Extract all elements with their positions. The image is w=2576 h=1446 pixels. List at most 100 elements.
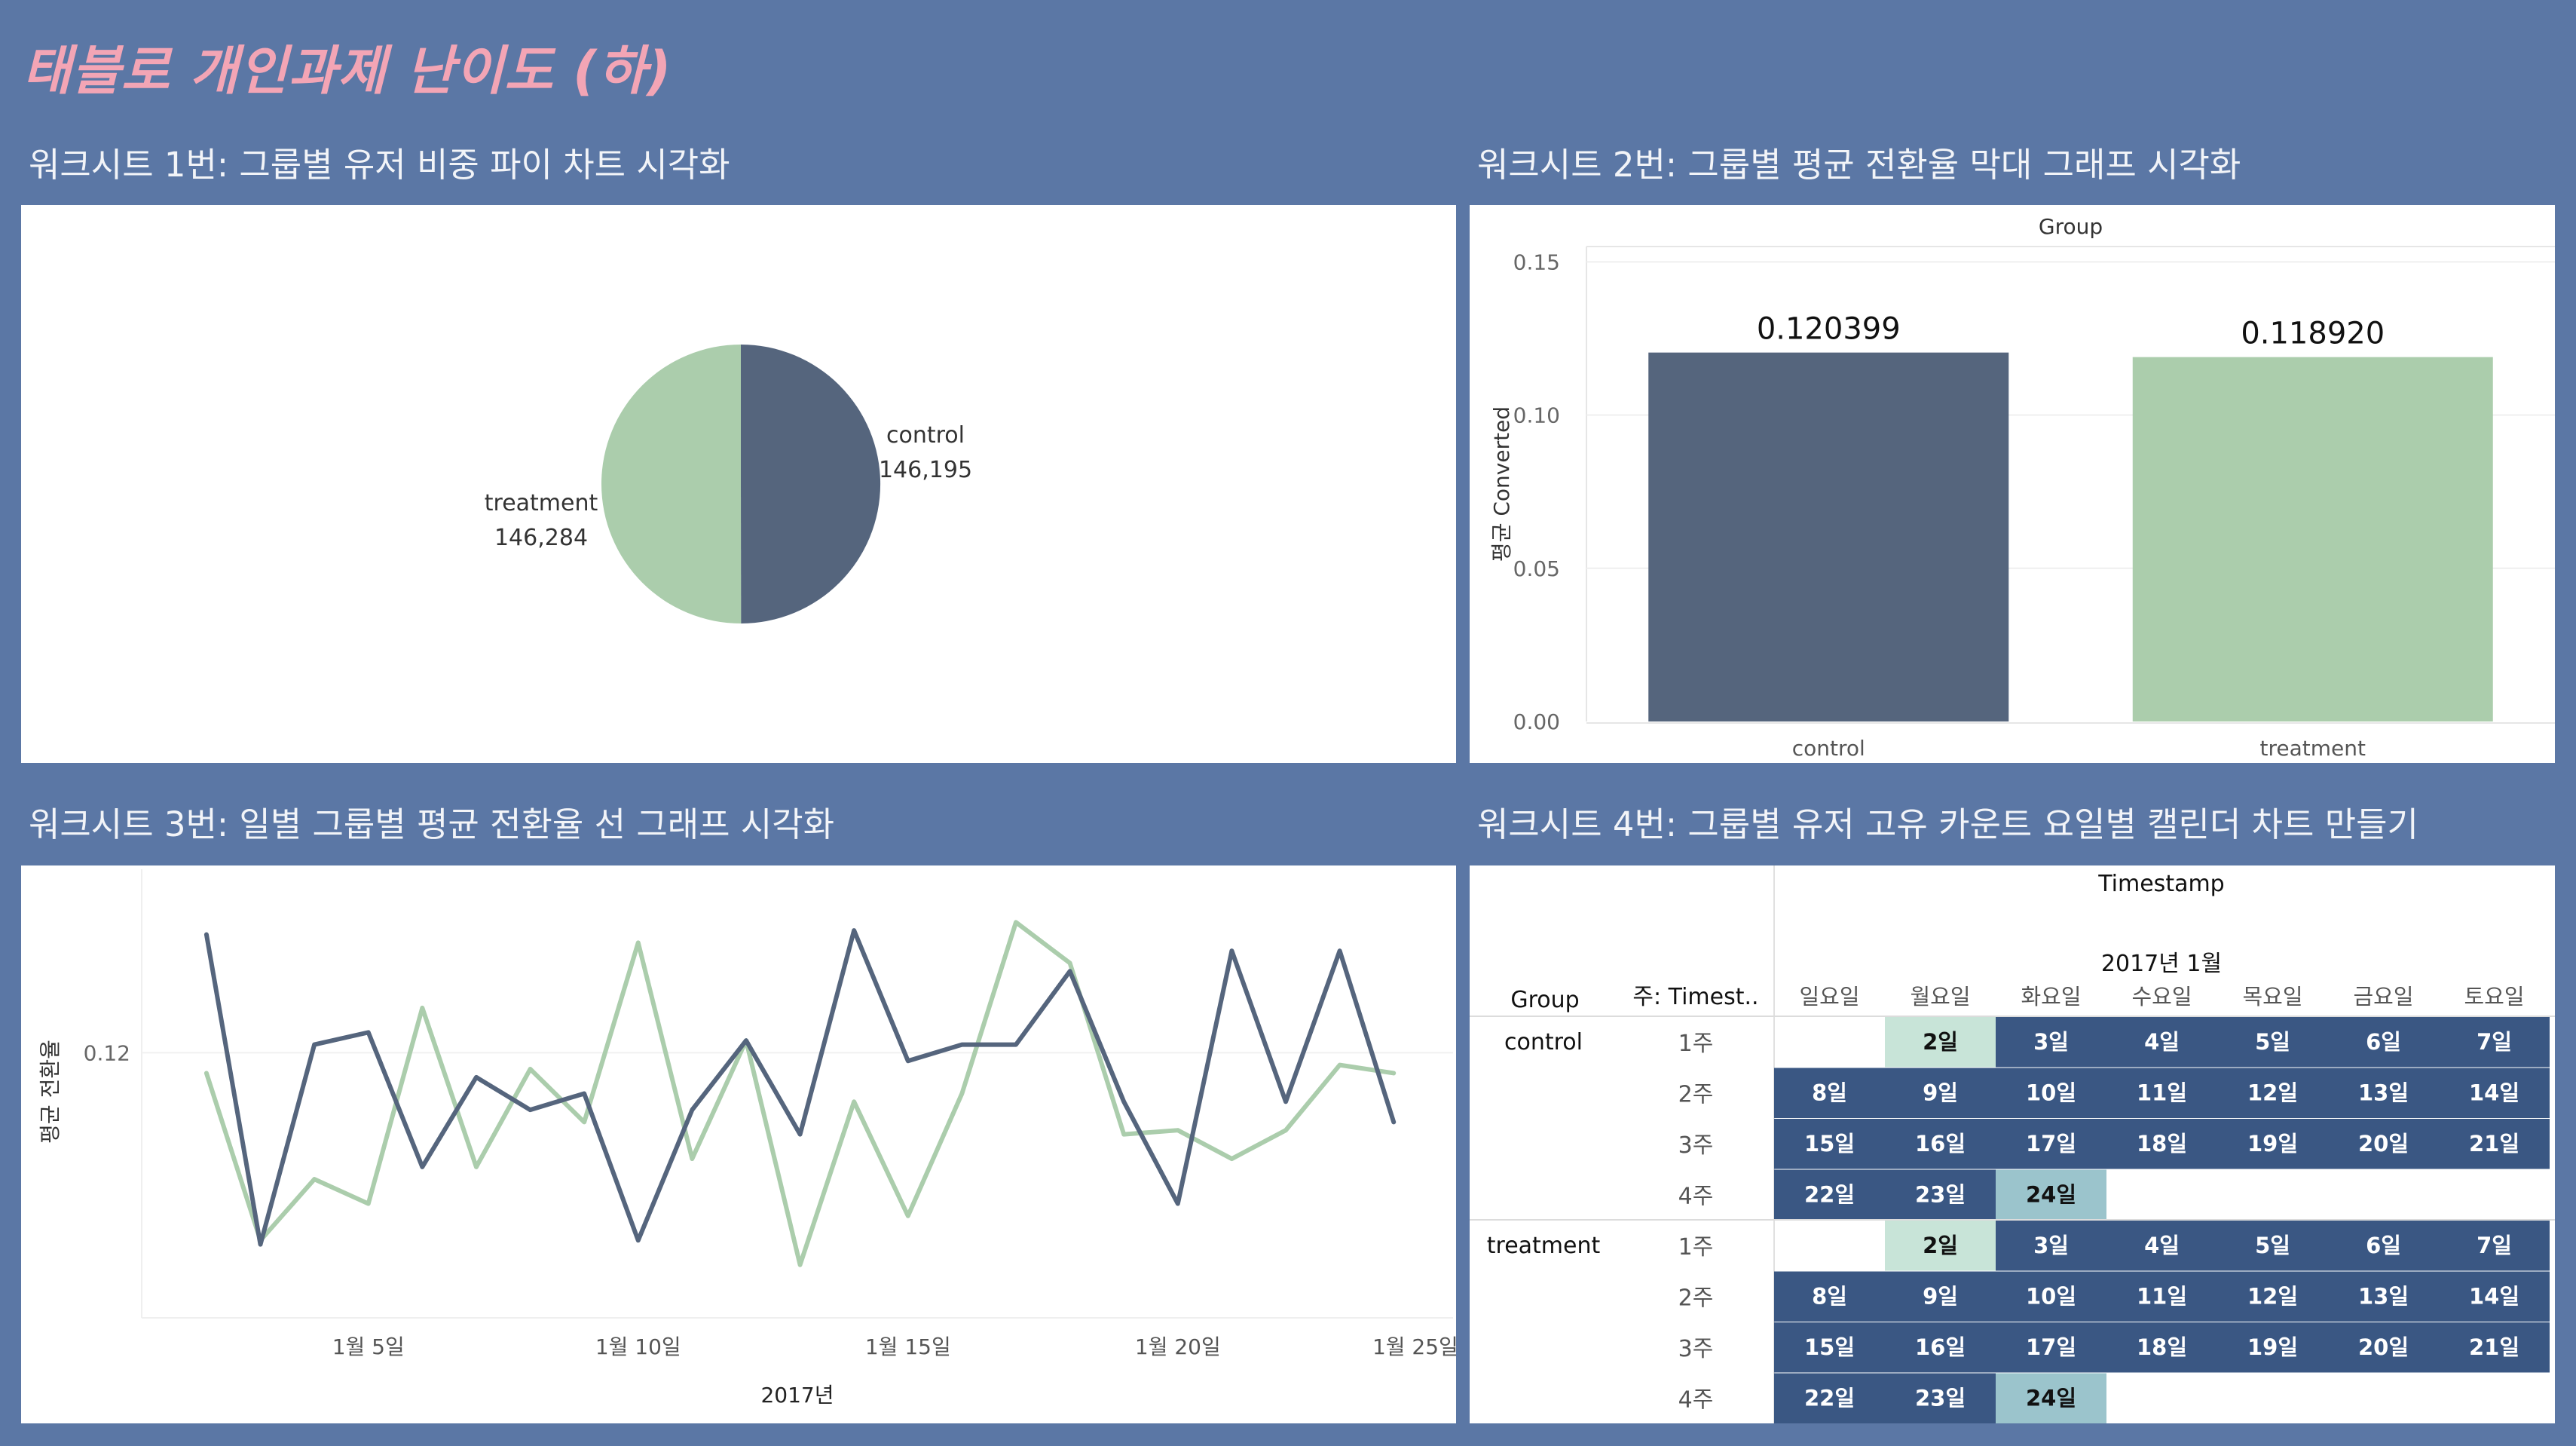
cal-cell-label: 21일 — [2469, 1131, 2519, 1156]
cal-week-label: 1주 — [1678, 1031, 1714, 1057]
cal-day-header: 금요일 — [2353, 984, 2413, 1009]
calendar-table[interactable]: Timestamp 2017년 1월 Group 주: Timest.. 일요일 월요일 화… — [1470, 865, 2555, 1423]
cal-cell-label: 22일 — [1804, 1386, 1855, 1411]
line-series-control[interactable] — [203, 928, 1397, 1247]
cal-cell[interactable] — [1774, 1119, 1885, 1169]
cal-week-label: 3주 — [1678, 1132, 1714, 1159]
line-x-tick: 1월 20일 — [1135, 1334, 1221, 1359]
bar-y-tick: 0.15 — [1513, 250, 1560, 274]
cal-cell[interactable] — [2217, 1017, 2328, 1068]
bar-x-tick-control: control — [1792, 736, 1865, 761]
cal-cell[interactable] — [2106, 1017, 2217, 1068]
cal-cell[interactable] — [1996, 1322, 2106, 1373]
cal-week-label: 3주 — [1678, 1336, 1714, 1362]
cal-cell[interactable] — [1885, 1271, 1996, 1322]
pie-slice-control[interactable] — [741, 344, 881, 623]
cal-cell[interactable] — [2439, 1322, 2550, 1373]
pie-value-treatment: 146,284 — [494, 525, 588, 551]
pie-slice-treatment[interactable] — [601, 345, 742, 623]
cal-cell-label: 23일 — [1915, 1386, 1966, 1411]
cal-cell-label: 19일 — [2247, 1131, 2298, 1156]
cal-cell[interactable] — [2328, 1271, 2439, 1322]
bar-value-label-treatment: 0.118920 — [2241, 317, 2385, 351]
cal-group-label-treatment: treatment — [1487, 1233, 1601, 1259]
cal-cell-label: 2일 — [1923, 1233, 1958, 1258]
cal-cell[interactable] — [1774, 1322, 1885, 1373]
cal-cell[interactable] — [1996, 1221, 2106, 1271]
cal-cell-label: 8일 — [1812, 1284, 1847, 1310]
line-x-tick: 1월 25일 — [1372, 1334, 1456, 1359]
line-y-tick: 0.12 — [84, 1040, 130, 1065]
cal-cell[interactable] — [2439, 1068, 2550, 1119]
cal-cell-label: 12일 — [2247, 1284, 2298, 1310]
pie-panel: control 146,195 treatment 146,284 — [21, 205, 1456, 763]
cal-cell[interactable] — [2439, 1221, 2550, 1271]
cal-cell[interactable] — [1996, 1169, 2106, 1221]
cal-cell[interactable] — [2106, 1068, 2217, 1119]
cal-cell[interactable] — [2439, 1017, 2550, 1068]
cal-cell-label: 2일 — [1923, 1029, 1958, 1055]
cal-cell[interactable] — [2328, 1119, 2439, 1169]
cal-cell[interactable] — [2106, 1322, 2217, 1373]
cal-cell[interactable] — [1996, 1373, 2106, 1424]
cal-cell[interactable] — [1885, 1322, 1996, 1373]
pie-label-control: control — [886, 422, 965, 449]
cal-day-header: 화요일 — [2021, 984, 2081, 1009]
cal-cell-label: 13일 — [2358, 1284, 2409, 1310]
cal-cell[interactable] — [2106, 1119, 2217, 1169]
cal-cell-label: 4일 — [2144, 1233, 2180, 1258]
cal-cell-label: 16일 — [1915, 1131, 1966, 1156]
bar-chart[interactable]: Group 0.15 0.10 0.05 0.00 평균 Converted 0.12039… — [1470, 205, 2555, 763]
cal-cell[interactable] — [1996, 1068, 2106, 1119]
bar-treatment[interactable] — [2132, 357, 2493, 721]
cal-cell[interactable] — [1885, 1169, 1996, 1221]
cal-cell[interactable] — [1774, 1373, 1885, 1424]
line-x-tick: 1월 15일 — [865, 1334, 951, 1359]
cal-cell[interactable] — [1996, 1119, 2106, 1169]
cal-cell[interactable] — [1885, 1017, 1996, 1068]
cal-cell[interactable] — [1885, 1068, 1996, 1119]
cal-cell[interactable] — [2217, 1068, 2328, 1119]
cal-cell[interactable] — [1885, 1373, 1996, 1424]
cal-cell[interactable] — [2328, 1221, 2439, 1271]
cal-cell[interactable] — [1996, 1017, 2106, 1068]
bar-value-label-control: 0.120399 — [1757, 312, 1901, 347]
cal-cell[interactable] — [2106, 1271, 2217, 1322]
cal-cell[interactable] — [1774, 1169, 1885, 1221]
bar-header: Group — [2039, 214, 2103, 239]
cal-cell[interactable] — [1774, 1068, 1885, 1119]
cal-cell-label: 14일 — [2469, 1284, 2519, 1310]
line-x-tick: 1월 5일 — [332, 1334, 405, 1359]
cal-cell-label: 5일 — [2255, 1029, 2290, 1055]
cal-header: Timestamp — [2097, 871, 2224, 897]
line-series-treatment[interactable] — [203, 920, 1397, 1267]
cal-group-label-control: control — [1504, 1029, 1583, 1055]
cal-cell[interactable] — [1885, 1119, 1996, 1169]
cal-cell-label: 17일 — [2026, 1131, 2076, 1156]
cal-cell-label: 23일 — [1915, 1182, 1966, 1208]
cal-cell[interactable] — [1996, 1271, 2106, 1322]
cal-day-header: 토요일 — [2464, 984, 2524, 1009]
bar-y-tick: 0.10 — [1513, 403, 1560, 428]
line-y-axis-label: 평균 전환율 — [38, 1040, 63, 1144]
cal-cell[interactable] — [2217, 1119, 2328, 1169]
pie-chart[interactable]: control 146,195 treatment 146,284 — [21, 205, 1456, 763]
cal-cell[interactable] — [2217, 1271, 2328, 1322]
cal-day-header: 수요일 — [2131, 984, 2192, 1009]
cal-cell[interactable] — [2328, 1017, 2439, 1068]
cal-cell[interactable] — [2439, 1119, 2550, 1169]
cal-week-label: 1주 — [1678, 1234, 1714, 1261]
cal-cell[interactable] — [2328, 1068, 2439, 1119]
cal-cell[interactable] — [2106, 1221, 2217, 1271]
cal-cell[interactable] — [2439, 1271, 2550, 1322]
cal-cell[interactable] — [2217, 1221, 2328, 1271]
cal-cell[interactable] — [1774, 1271, 1885, 1322]
pie-value-control: 146,195 — [879, 457, 972, 483]
line-chart[interactable]: 0.12 평균 전환율 1월 5일 1월 10일 1월 15일 1월 20일 1월 25일 2… — [21, 865, 1458, 1423]
cal-cell[interactable] — [1885, 1221, 1996, 1271]
sheet2-title: 워크시트 2번: 그룹별 평균 전환율 막대 그래프 시각화 — [1477, 145, 2241, 185]
cal-cell[interactable] — [2217, 1322, 2328, 1373]
cal-cell-label: 20일 — [2358, 1334, 2409, 1360]
cal-cell[interactable] — [2328, 1322, 2439, 1373]
bar-control[interactable] — [1648, 352, 2009, 721]
